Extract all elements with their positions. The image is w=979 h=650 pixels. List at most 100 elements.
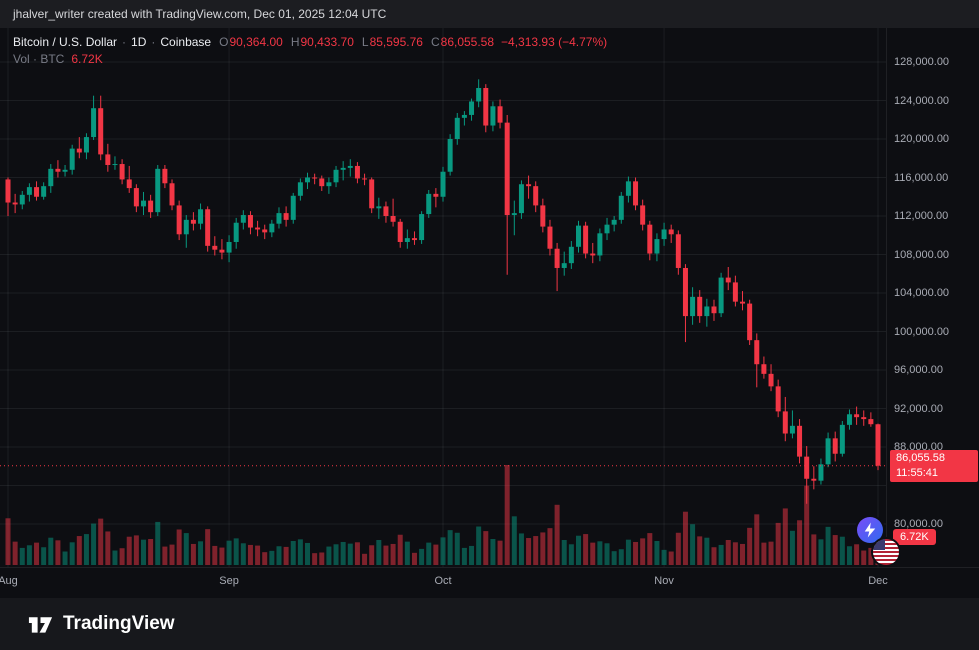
candle-body <box>654 239 660 254</box>
candle-body <box>668 229 674 235</box>
current-volume-badge: 6.72K <box>893 529 936 545</box>
volume-bar <box>319 552 325 565</box>
price-axis-label: 108,000.00 <box>894 248 950 261</box>
volume-bar <box>761 542 767 565</box>
candle-body <box>711 306 717 314</box>
volume-bar <box>554 504 560 565</box>
volume-bar <box>362 553 368 565</box>
volume-bar <box>140 539 146 565</box>
volume-bar <box>775 522 781 565</box>
volume-bar <box>41 547 47 565</box>
candle-body <box>761 364 767 374</box>
candle-body <box>240 215 246 223</box>
high-group: H90,433.70 <box>291 35 354 49</box>
candle-body <box>41 186 47 197</box>
volume-bar <box>518 533 524 565</box>
attribution-bar: jhalver_writer created with TradingView.… <box>0 0 979 28</box>
volume-bar <box>561 540 567 565</box>
volume-bar <box>804 485 810 565</box>
candle-body <box>533 186 539 206</box>
volume-bar <box>647 533 653 565</box>
volume-bar <box>419 548 425 565</box>
candle-body <box>62 169 68 172</box>
volume-bar <box>533 536 539 565</box>
candle-body <box>162 168 168 184</box>
candle-body <box>483 87 489 126</box>
tradingview-brand[interactable]: TradingView <box>27 612 175 636</box>
lightning-bolt-icon <box>857 517 883 543</box>
volume-bar <box>276 546 282 565</box>
candle-body <box>832 438 838 454</box>
candle-body <box>454 117 460 139</box>
candle-body <box>148 200 154 213</box>
current-volume-value: 6.72K <box>900 531 929 543</box>
candle-body <box>675 234 681 268</box>
candle-body <box>818 464 824 481</box>
price-axis-label: 116,000.00 <box>894 171 949 184</box>
volume-bar <box>333 544 339 565</box>
price-axis[interactable]: 86,055.58 11:55:41 6.72K 128,000.00 124,0… <box>886 28 979 567</box>
volume-bar <box>247 544 253 565</box>
symbol-title[interactable]: Bitcoin / U.S. Dollar <box>13 35 118 49</box>
time-axis-label: Oct <box>434 575 452 587</box>
volume-bar <box>169 544 175 565</box>
time-axis-label: Aug <box>0 575 18 587</box>
candle-body <box>740 301 746 304</box>
interval-label[interactable]: 1D <box>131 35 147 49</box>
candle-body <box>69 148 75 170</box>
candle-body <box>732 282 738 302</box>
candle-body <box>12 202 18 205</box>
volume-bar <box>369 545 375 565</box>
volume-bar <box>98 518 104 565</box>
legend-separator: · <box>122 35 127 49</box>
candle-body <box>333 169 339 183</box>
volume-value: 6.72K <box>71 52 103 66</box>
candle-body <box>611 219 617 225</box>
chart-region: Bitcoin / U.S. Dollar · 1D · Coinbase O90,364… <box>0 28 979 598</box>
volume-bar <box>404 541 410 565</box>
candle-body <box>83 137 89 153</box>
volume-bar <box>789 530 795 565</box>
candle-body <box>768 373 774 387</box>
candle-body <box>140 200 146 207</box>
volume-bar <box>190 543 196 565</box>
candle-body <box>825 438 831 465</box>
candle-body <box>575 225 581 247</box>
candle-body <box>340 167 346 170</box>
volume-label[interactable]: Vol · BTC <box>13 52 65 66</box>
volume-bar <box>547 528 553 565</box>
volume-bar <box>447 530 453 565</box>
candle-body <box>169 183 175 206</box>
candle-body <box>212 245 218 250</box>
candle-body <box>119 164 125 180</box>
volume-bar <box>297 539 303 565</box>
candle-body <box>26 187 32 195</box>
volume-bar <box>62 551 68 565</box>
volume-bar <box>825 526 831 565</box>
volume-bar <box>490 539 496 565</box>
time-axis[interactable]: Aug Sep Oct Nov Dec <box>0 567 979 599</box>
volume-bar <box>640 538 646 565</box>
chart-surface[interactable] <box>0 28 886 567</box>
volume-bar <box>212 545 218 565</box>
bar-countdown: 11:55:41 <box>896 466 939 479</box>
candle-body <box>290 195 296 220</box>
volume-bar <box>226 540 232 565</box>
legend: Bitcoin / U.S. Dollar · 1D · Coinbase O90,364… <box>13 34 607 68</box>
volume-bar <box>768 541 774 565</box>
candle-body <box>319 178 325 187</box>
volume-bar <box>718 544 724 565</box>
candle-body <box>433 193 439 197</box>
candle-body <box>404 238 410 242</box>
volume-bar <box>255 545 261 565</box>
candle-body <box>183 219 189 235</box>
candle-body <box>91 108 97 138</box>
candle-body <box>725 277 731 283</box>
volume-bar <box>611 551 617 565</box>
candle-body <box>112 164 118 166</box>
candle-body <box>690 296 696 317</box>
price-axis-label: 104,000.00 <box>894 287 950 299</box>
candle-body <box>661 229 667 240</box>
volume-bar <box>832 535 838 565</box>
